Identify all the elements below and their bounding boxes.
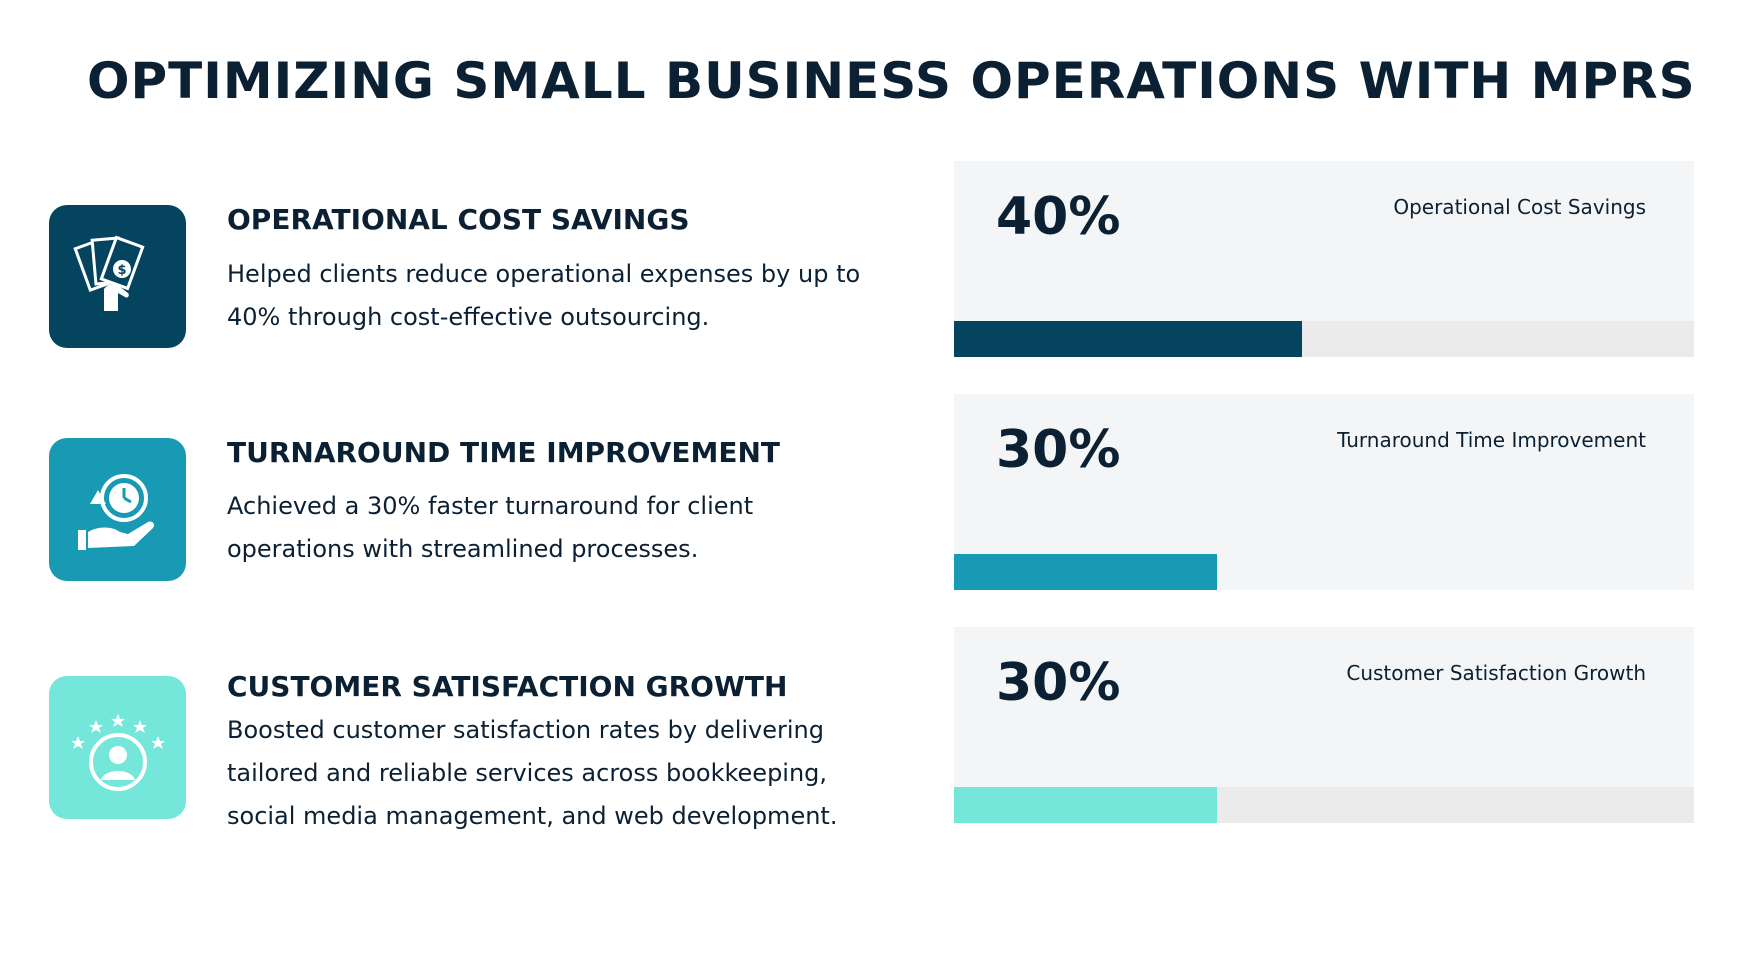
stat-card-cost-savings: 40% Operational Cost Savings <box>954 161 1694 357</box>
item-description-turnaround: Achieved a 30% faster turnaround for cli… <box>227 492 754 563</box>
stat-value: 30% <box>996 420 1121 480</box>
item-title-turnaround: TURNAROUND TIME IMPROVEMENT <box>227 436 781 469</box>
stat-value: 30% <box>996 653 1121 713</box>
stat-label: Customer Satisfaction Growth <box>1346 661 1646 685</box>
customer-stars-icon <box>70 713 165 791</box>
progress-fill <box>954 554 1217 590</box>
stat-card-turnaround: 30% Turnaround Time Improvement <box>954 394 1694 590</box>
item-title-customer-satisfaction: CUSTOMER SATISFACTION GROWTH <box>227 670 788 703</box>
stat-value: 40% <box>996 187 1121 247</box>
icon-box-turnaround <box>49 438 186 581</box>
icon-box-customer-satisfaction <box>49 676 186 819</box>
item-title-cost-savings: OPERATIONAL COST SAVINGS <box>227 203 690 236</box>
item-description-cost-savings: Helped clients reduce operational expens… <box>227 260 861 331</box>
icon-box-cost-savings: $ <box>49 205 186 348</box>
progress-fill <box>954 321 1302 357</box>
stat-card-customer-satisfaction: 30% Customer Satisfaction Growth <box>954 627 1694 823</box>
progress-fill <box>954 787 1217 823</box>
stat-label: Turnaround Time Improvement <box>1337 428 1646 452</box>
progress-track <box>954 321 1694 357</box>
svg-text:$: $ <box>117 263 126 278</box>
page-title: OPTIMIZING SMALL BUSINESS OPERATIONS WIT… <box>87 52 1696 110</box>
clock-hand-icon <box>77 473 154 550</box>
money-hand-icon: $ <box>72 235 145 311</box>
progress-track <box>954 554 1694 590</box>
item-description-customer-satisfaction: Boosted customer satisfaction rates by d… <box>227 716 838 830</box>
stat-label: Operational Cost Savings <box>1393 195 1646 219</box>
progress-track <box>954 787 1694 823</box>
